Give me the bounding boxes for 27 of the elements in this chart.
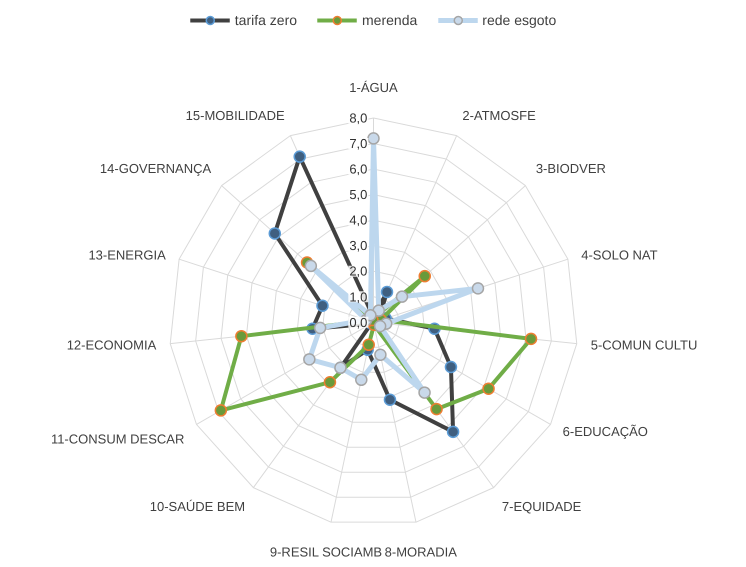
spoke-label: 7-EQUIDADE: [502, 498, 582, 514]
spoke-label: 4-SOLO NAT: [581, 247, 658, 262]
spoke-label: 3-BIODVER: [536, 161, 606, 176]
spoke-label: 6-EDUCAÇÃO: [562, 424, 648, 439]
y-tick-label: 2,0: [349, 264, 368, 279]
spoke-label: 11-CONSUM DESCAR: [50, 431, 184, 446]
spoke-label: 14-GOVERNANÇA: [100, 161, 212, 176]
y-tick-label: 0,0: [349, 314, 368, 330]
y-tick-label: 8,0: [349, 110, 368, 126]
spoke-label: 5-COMUN CULTU: [590, 338, 698, 353]
spoke-label: 10-SAÚDE BEM: [150, 498, 246, 514]
legend-label: rede esgoto: [482, 12, 556, 28]
y-tick-label: 1,0: [349, 289, 368, 304]
spoke-label: 2-ATMOSFE: [462, 108, 536, 123]
spoke-label: 8-MORADIA: [384, 544, 458, 560]
spoke-label: 9-RESIL SOCIAMB: [270, 544, 382, 560]
spoke-label: 13-ENERGIA: [88, 247, 166, 262]
y-tick-label: 5,0: [349, 187, 368, 202]
y-tick-label: 6,0: [349, 162, 368, 177]
y-tick-label: 3,0: [349, 238, 368, 254]
legend-label: tarifa zero: [234, 12, 298, 28]
y-tick-label: 4,0: [349, 212, 368, 228]
spoke-label: 12-ECONOMIA: [66, 338, 157, 353]
spoke-label: 15-MOBILIDADE: [186, 108, 285, 123]
legend-label: merenda: [362, 12, 418, 28]
spoke-label: 1-ÁGUA: [349, 80, 398, 95]
y-tick-label: 7,0: [349, 136, 368, 152]
